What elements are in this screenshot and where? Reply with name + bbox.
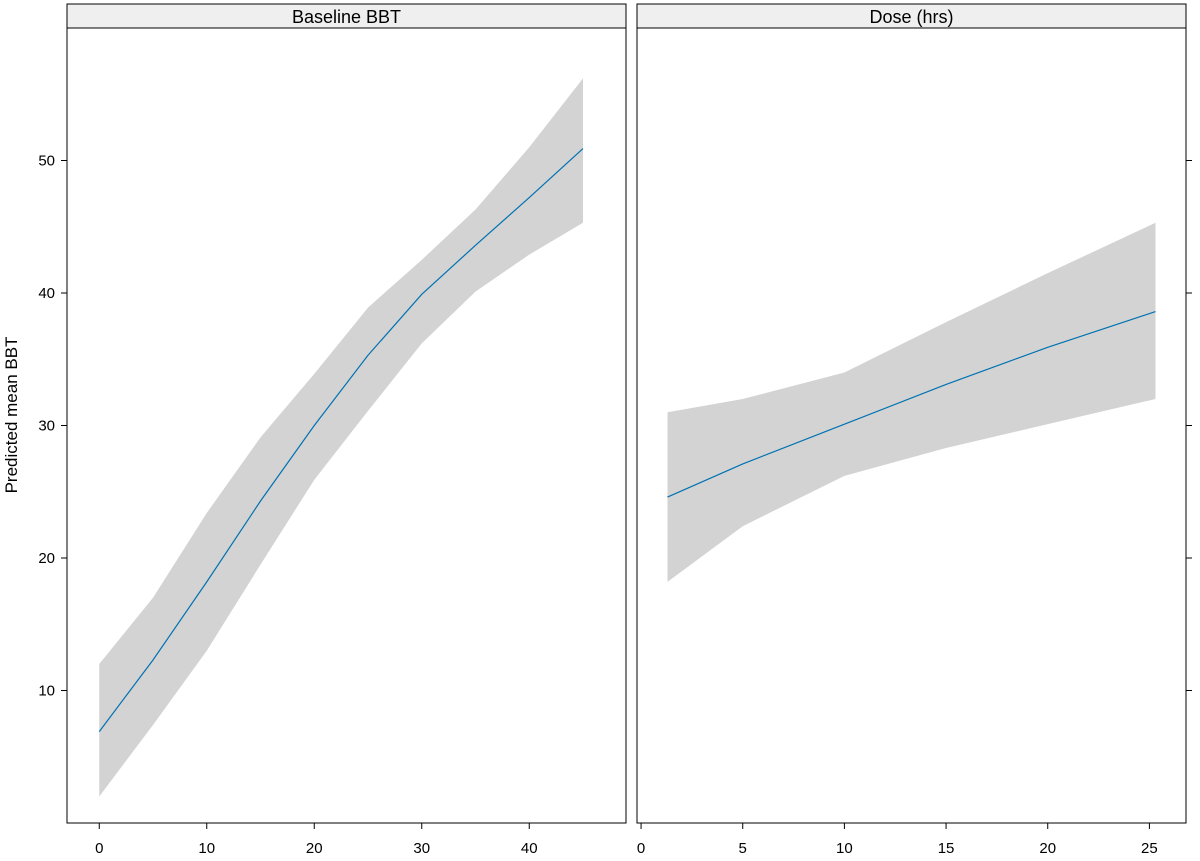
x-tick-label: 20: [1039, 840, 1056, 857]
y-tick-label: 40: [38, 285, 55, 302]
y-tick-label: 30: [38, 418, 55, 435]
x-tick-label: 15: [938, 840, 955, 857]
fit-line: [98, 148, 584, 732]
x-tick-label: 0: [637, 840, 645, 857]
panel-strip: [66, 3, 627, 29]
x-tick-label: 20: [306, 840, 323, 857]
y-tick-label: 50: [38, 153, 55, 170]
x-tick-label: 25: [1141, 840, 1158, 857]
confidence-band: [99, 78, 583, 797]
x-tick-label: 10: [198, 840, 215, 857]
y-axis-title: Predicted mean BBT: [2, 337, 21, 494]
confidence-band: [667, 222, 1156, 582]
x-tick-label: 10: [836, 840, 853, 857]
panel-0: Baseline BBT 0 10 20 30 40 10 20 30 40 50: [38, 3, 627, 857]
y-tick-label: 20: [38, 550, 55, 567]
panel-1: Dose (hrs) 0 5 10 15 20 25: [636, 3, 1192, 857]
panel-title: Dose (hrs): [869, 7, 953, 27]
x-tick-label: 5: [739, 840, 747, 857]
y-tick-label: 10: [38, 683, 55, 700]
x-tick-label: 30: [413, 840, 430, 857]
fit-line: [667, 310, 1156, 498]
x-tick-label: 0: [95, 840, 103, 857]
panel-strip: [636, 3, 1187, 29]
x-tick-label: 40: [521, 840, 538, 857]
panel-title: Baseline BBT: [292, 7, 401, 27]
